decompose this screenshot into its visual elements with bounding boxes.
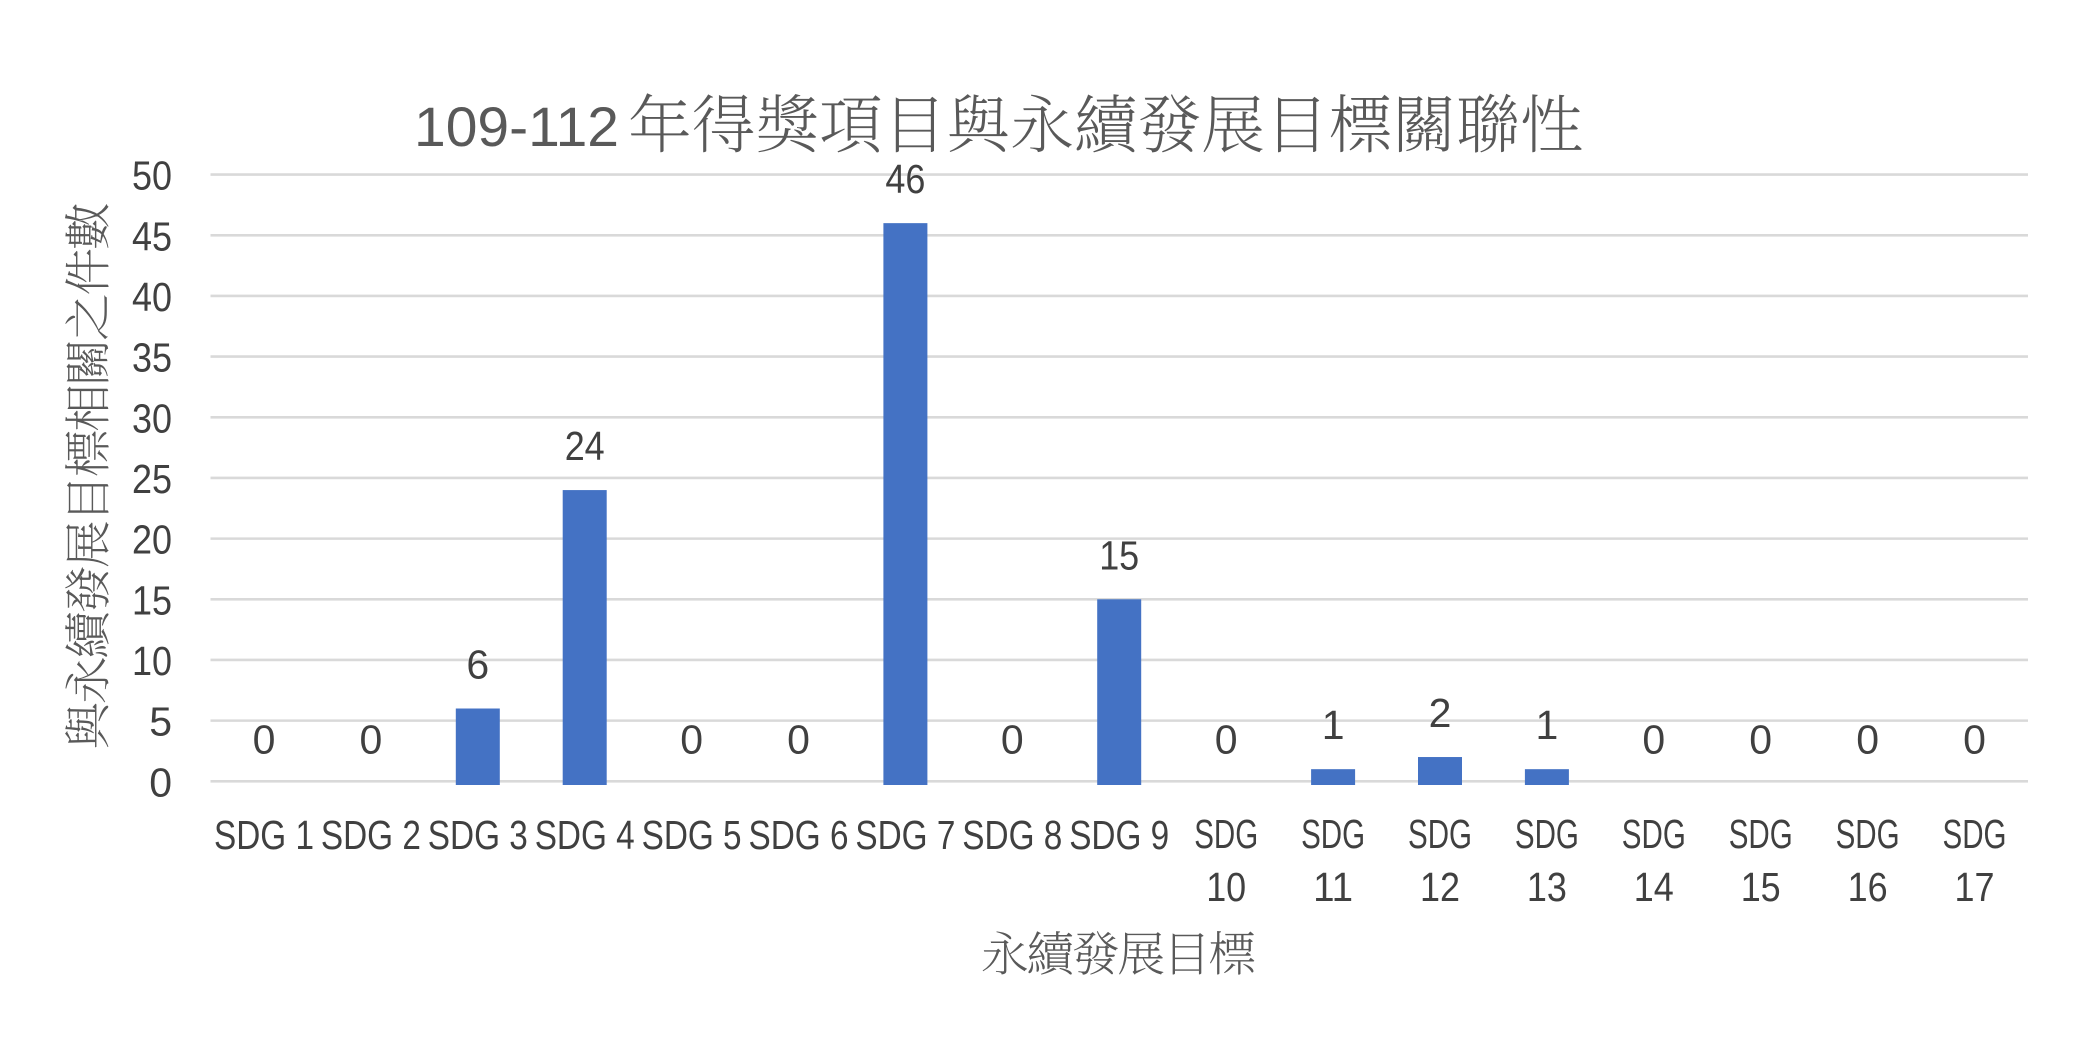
svg-text:SDG 4: SDG 4 bbox=[535, 812, 635, 858]
svg-text:6: 6 bbox=[466, 642, 489, 688]
svg-text:0: 0 bbox=[359, 716, 382, 762]
svg-text:30: 30 bbox=[132, 395, 172, 441]
svg-text:20: 20 bbox=[132, 517, 172, 563]
svg-text:0: 0 bbox=[253, 716, 276, 762]
svg-text:25: 25 bbox=[132, 456, 172, 502]
svg-text:SDG: SDG bbox=[1301, 811, 1365, 857]
svg-text:46: 46 bbox=[885, 156, 925, 202]
svg-text:SDG 7: SDG 7 bbox=[855, 812, 955, 858]
svg-text:13: 13 bbox=[1527, 864, 1567, 910]
svg-text:10: 10 bbox=[1206, 864, 1246, 910]
svg-text:15: 15 bbox=[1099, 532, 1139, 578]
svg-text:45: 45 bbox=[132, 213, 172, 259]
svg-text:11: 11 bbox=[1313, 864, 1353, 910]
svg-text:SDG 2: SDG 2 bbox=[321, 812, 421, 858]
svg-text:SDG 5: SDG 5 bbox=[642, 812, 742, 858]
svg-text:2: 2 bbox=[1429, 690, 1452, 736]
svg-text:50: 50 bbox=[132, 153, 172, 199]
svg-text:35: 35 bbox=[132, 335, 172, 381]
svg-text:SDG: SDG bbox=[1943, 811, 2007, 857]
svg-text:SDG 3: SDG 3 bbox=[428, 812, 528, 858]
svg-text:SDG 1: SDG 1 bbox=[214, 812, 314, 858]
svg-text:SDG: SDG bbox=[1622, 811, 1686, 857]
svg-text:0: 0 bbox=[1963, 716, 1986, 762]
svg-text:40: 40 bbox=[132, 274, 172, 320]
svg-text:SDG 6: SDG 6 bbox=[749, 812, 849, 858]
svg-text:0: 0 bbox=[1642, 716, 1665, 762]
svg-text:5: 5 bbox=[149, 699, 172, 745]
svg-text:16: 16 bbox=[1848, 864, 1888, 910]
svg-text:1: 1 bbox=[1535, 702, 1558, 748]
svg-text:SDG: SDG bbox=[1408, 811, 1472, 857]
svg-text:SDG: SDG bbox=[1836, 811, 1900, 857]
svg-text:SDG 9: SDG 9 bbox=[1069, 812, 1169, 858]
svg-text:0: 0 bbox=[787, 716, 810, 762]
svg-text:0: 0 bbox=[1749, 716, 1772, 762]
svg-text:15: 15 bbox=[1741, 864, 1781, 910]
svg-text:12: 12 bbox=[1420, 864, 1460, 910]
svg-text:14: 14 bbox=[1634, 864, 1674, 910]
svg-text:15: 15 bbox=[132, 577, 172, 623]
svg-text:0: 0 bbox=[680, 716, 703, 762]
svg-text:0: 0 bbox=[149, 759, 172, 805]
svg-text:SDG: SDG bbox=[1729, 811, 1793, 857]
svg-text:0: 0 bbox=[1856, 716, 1879, 762]
svg-text:17: 17 bbox=[1955, 864, 1995, 910]
svg-text:0: 0 bbox=[1215, 716, 1238, 762]
svg-text:10: 10 bbox=[132, 638, 172, 684]
svg-text:SDG 8: SDG 8 bbox=[962, 812, 1062, 858]
svg-text:SDG: SDG bbox=[1194, 811, 1258, 857]
svg-text:0: 0 bbox=[1001, 716, 1024, 762]
svg-text:SDG: SDG bbox=[1515, 811, 1579, 857]
svg-text:1: 1 bbox=[1322, 702, 1345, 748]
svg-text:109-112: 109-112 bbox=[414, 95, 619, 158]
svg-text:24: 24 bbox=[565, 423, 605, 469]
